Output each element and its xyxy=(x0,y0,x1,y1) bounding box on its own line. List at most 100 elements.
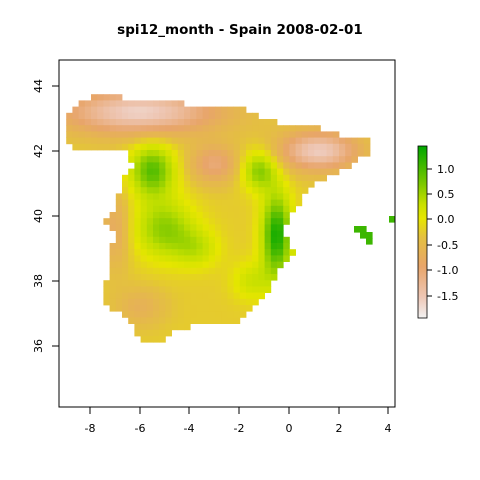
raster-cell xyxy=(115,286,123,293)
raster-cell xyxy=(78,112,86,120)
raster-cell xyxy=(227,112,234,120)
raster-cell xyxy=(171,236,179,244)
raster-cell xyxy=(171,174,179,182)
raster-cell xyxy=(177,305,185,312)
raster-cell xyxy=(277,230,284,238)
raster-cell xyxy=(295,125,303,132)
raster-cell xyxy=(190,249,197,256)
raster-cell xyxy=(264,243,272,250)
raster-cell xyxy=(283,199,290,207)
raster-cell xyxy=(190,150,197,157)
raster-cell xyxy=(140,236,148,244)
raster-cell xyxy=(227,274,234,281)
raster-cell xyxy=(184,212,191,219)
raster-cell xyxy=(264,119,272,126)
raster-cell xyxy=(252,243,259,250)
raster-cell xyxy=(153,181,160,188)
raster-cell xyxy=(215,205,222,213)
raster-cell xyxy=(115,236,123,244)
raster-cell xyxy=(66,137,73,145)
raster-cell xyxy=(190,292,197,300)
raster-cell xyxy=(289,187,296,194)
raster-cell xyxy=(159,329,166,337)
raster-cell xyxy=(196,162,203,169)
raster-cell xyxy=(103,286,110,293)
raster-cell xyxy=(165,317,172,324)
raster-cell xyxy=(264,267,272,275)
raster-cell xyxy=(84,100,92,107)
raster-cell xyxy=(277,125,284,132)
raster-cell xyxy=(165,143,172,151)
raster-cell xyxy=(159,267,166,275)
raster-cell xyxy=(289,125,296,132)
raster-cell xyxy=(258,137,265,145)
raster-cell xyxy=(184,286,191,293)
raster-cell xyxy=(277,205,284,213)
raster-cell xyxy=(159,174,166,182)
raster-cell xyxy=(208,106,216,114)
raster-cell xyxy=(134,329,141,337)
raster-cell xyxy=(165,280,172,287)
raster-cell xyxy=(202,224,210,231)
raster-cell xyxy=(277,174,284,182)
raster-cell xyxy=(221,230,228,238)
raster-cell xyxy=(264,131,272,138)
raster-cell xyxy=(196,261,203,269)
raster-cell xyxy=(153,174,160,182)
raster-cell xyxy=(115,94,123,101)
raster-cell xyxy=(97,100,104,107)
raster-cell xyxy=(252,280,259,287)
raster-cell xyxy=(109,243,117,250)
raster-cell xyxy=(208,267,216,275)
raster-cell xyxy=(221,106,228,114)
raster-cell xyxy=(159,336,166,343)
raster-cell xyxy=(354,226,361,233)
raster-cell xyxy=(332,137,340,145)
raster-cell xyxy=(221,112,228,120)
raster-cell xyxy=(246,162,253,169)
raster-cell xyxy=(115,100,123,107)
raster-cell xyxy=(128,236,135,244)
raster-cell xyxy=(146,174,154,182)
raster-cell xyxy=(134,143,141,151)
raster-cell xyxy=(221,274,228,281)
raster-cell xyxy=(140,150,148,157)
raster-cell xyxy=(239,305,247,312)
raster-cell xyxy=(239,162,247,169)
raster-cell xyxy=(215,230,222,238)
raster-cell xyxy=(264,150,272,157)
raster-cell xyxy=(153,230,160,238)
raster-cell xyxy=(128,181,135,188)
raster-cell xyxy=(357,143,365,151)
raster-cell xyxy=(363,143,371,151)
raster-cell xyxy=(246,150,253,157)
raster-cell xyxy=(227,230,234,238)
raster-cell xyxy=(159,168,166,176)
raster-cell xyxy=(177,100,185,107)
raster-cell xyxy=(202,156,210,163)
raster-cell xyxy=(239,224,247,231)
raster-cell xyxy=(239,212,247,219)
raster-cell xyxy=(184,311,191,318)
raster-cell xyxy=(196,255,203,262)
raster-cell xyxy=(227,162,234,169)
raster-cell xyxy=(165,187,172,194)
raster-cell xyxy=(146,255,154,262)
raster-cell xyxy=(252,156,259,163)
raster-cell xyxy=(134,280,141,287)
raster-cell xyxy=(122,193,129,200)
raster-cell xyxy=(252,193,259,200)
raster-cell xyxy=(277,243,284,250)
raster-cell xyxy=(122,255,129,262)
raster-cell xyxy=(227,150,234,157)
raster-cell xyxy=(128,298,135,306)
raster-cell xyxy=(171,187,179,194)
raster-cell xyxy=(184,230,191,238)
raster-cell xyxy=(295,162,303,169)
raster-cell xyxy=(171,150,179,157)
raster-cell xyxy=(202,212,210,219)
raster-cell xyxy=(227,181,234,188)
raster-cell xyxy=(270,205,278,213)
raster-cell xyxy=(196,317,203,324)
raster-cell xyxy=(252,212,259,219)
